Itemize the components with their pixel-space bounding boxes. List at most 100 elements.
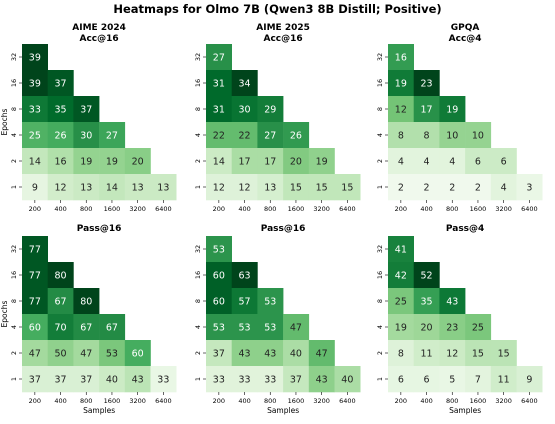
cell-value-label: 15: [498, 349, 510, 360]
cell-value-label: 37: [213, 349, 225, 360]
cell-value-label: 15: [341, 183, 353, 194]
x-tick-label: 800: [264, 397, 276, 405]
cell-value-label: 34: [239, 79, 251, 90]
y-tick-label: 1: [10, 377, 18, 381]
x-tick-label: 1600: [288, 397, 305, 405]
y-tick-label: 4: [10, 325, 18, 329]
heatmap-cell: [99, 122, 126, 149]
heatmap-cell: [22, 44, 48, 71]
heatmap-cell: [22, 236, 48, 263]
heatmap-cell: [47, 122, 74, 149]
x-tick-label: 3200: [313, 205, 330, 213]
cell-value-label: 12: [213, 183, 225, 194]
heatmap-cell: [465, 148, 492, 175]
cell-value-label: 39: [29, 53, 41, 64]
panel-title: GPQA: [451, 23, 480, 33]
cell-value-label: 47: [316, 349, 328, 360]
panel-title: Acc@4: [449, 34, 482, 44]
x-tick-label: 200: [395, 205, 407, 213]
cell-value-label: 60: [213, 271, 225, 282]
heatmap-cell: [206, 148, 232, 175]
cell-value-label: 47: [290, 323, 302, 334]
heatmap-cell: [22, 288, 48, 315]
cell-value-label: 43: [239, 349, 251, 360]
cell-value-label: 20: [290, 157, 302, 168]
cell-value-label: 2: [449, 183, 455, 194]
heatmap-cell: [439, 122, 466, 149]
heatmap-cell: [73, 340, 100, 367]
heatmap-cell: [257, 366, 284, 393]
y-tick-label: 16: [10, 79, 18, 87]
cell-value-label: 60: [213, 297, 225, 308]
cell-value-label: 52: [421, 271, 433, 282]
x-tick-label: 1600: [470, 397, 487, 405]
x-tick-label: 1600: [104, 397, 121, 405]
heatmap-cell: [334, 174, 361, 201]
cell-value-label: 16: [395, 53, 407, 64]
cell-value-label: 13: [157, 183, 169, 194]
x-tick-label: 3200: [129, 205, 146, 213]
cell-value-label: 43: [316, 375, 328, 386]
heatmap-cell: [231, 288, 258, 315]
heatmap-cell: [283, 148, 310, 175]
cell-value-label: 53: [239, 323, 251, 334]
heatmap-cell: [439, 314, 466, 341]
y-tick-label: 2: [376, 351, 384, 355]
heatmap-cell: [257, 96, 284, 123]
heatmap-cell: [283, 314, 310, 341]
heatmap-cell: [257, 174, 284, 201]
cell-value-label: 33: [239, 375, 251, 386]
x-tick-label: 6400: [521, 397, 538, 405]
heatmap-cell: [516, 174, 543, 201]
cell-value-label: 67: [106, 323, 118, 334]
heatmap-cell: [47, 70, 74, 97]
cell-value-label: 14: [213, 157, 225, 168]
heatmap-cell: [231, 122, 258, 149]
y-tick-label: 2: [10, 159, 18, 163]
cell-value-label: 27: [213, 53, 225, 64]
heatmap-cell: [413, 96, 440, 123]
heatmap-cell: [465, 174, 492, 201]
cell-value-label: 12: [446, 349, 458, 360]
heatmap-cell: [206, 288, 232, 315]
cell-value-label: 37: [80, 105, 92, 116]
y-tick-label: 16: [376, 271, 384, 279]
heatmap-cell: [439, 174, 466, 201]
cell-value-label: 11: [498, 375, 510, 386]
cell-value-label: 2: [475, 183, 481, 194]
heatmap-cell: [388, 122, 414, 149]
cell-value-label: 43: [264, 349, 276, 360]
panel-title: Acc@16: [80, 34, 119, 44]
cell-value-label: 19: [316, 157, 328, 168]
panel-title: Pass@16: [77, 224, 122, 234]
figure-title: Heatmaps for Olmo 7B (Qwen3 8B Distill; …: [113, 2, 442, 16]
x-tick-label: 6400: [339, 397, 356, 405]
heatmap-cell: [47, 340, 74, 367]
cell-value-label: 67: [55, 297, 67, 308]
y-tick-label: 2: [194, 159, 202, 163]
cell-value-label: 2: [424, 183, 430, 194]
cell-value-label: 25: [472, 323, 484, 334]
cell-value-label: 70: [55, 323, 67, 334]
x-tick-label: 6400: [155, 397, 172, 405]
cell-value-label: 6: [475, 157, 481, 168]
heatmap-cell: [47, 366, 74, 393]
heatmap-cell: [99, 148, 126, 175]
cell-value-label: 80: [80, 297, 92, 308]
heatmap-cell: [413, 262, 440, 289]
cell-value-label: 41: [395, 245, 407, 256]
x-tick-label: 3200: [495, 397, 512, 405]
x-tick-label: 200: [29, 205, 41, 213]
heatmap-cell: [388, 148, 414, 175]
heatmap-cell: [124, 366, 151, 393]
y-tick-label: 1: [194, 377, 202, 381]
heatmap-cell: [206, 236, 232, 263]
heatmap-cell: [413, 70, 440, 97]
cell-value-label: 42: [395, 271, 407, 282]
heatmap-cell: [490, 366, 517, 393]
cell-value-label: 77: [29, 245, 41, 256]
cell-value-label: 23: [446, 323, 458, 334]
heatmap-cell: [22, 340, 48, 367]
cell-value-label: 33: [157, 375, 169, 386]
x-tick-label: 6400: [521, 205, 538, 213]
